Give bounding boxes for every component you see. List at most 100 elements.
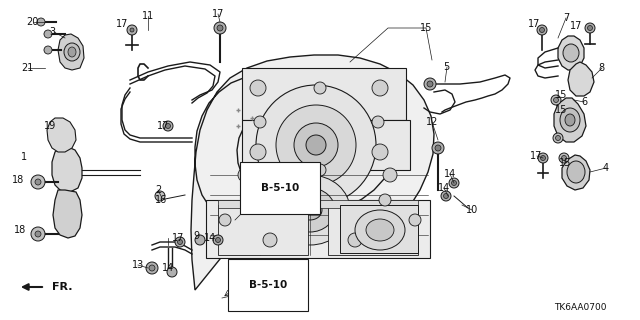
Text: 18: 18 (14, 225, 26, 235)
Polygon shape (562, 155, 590, 190)
Ellipse shape (565, 114, 575, 126)
Text: 8: 8 (598, 63, 604, 73)
Polygon shape (206, 200, 430, 258)
Polygon shape (52, 147, 82, 192)
Bar (328, 205, 418, 255)
Ellipse shape (276, 105, 356, 185)
Text: 17: 17 (172, 233, 184, 243)
Ellipse shape (285, 188, 335, 232)
Ellipse shape (451, 180, 456, 186)
Polygon shape (53, 190, 82, 238)
Text: 10: 10 (466, 205, 478, 215)
Ellipse shape (263, 233, 277, 247)
Ellipse shape (250, 144, 266, 160)
Ellipse shape (556, 135, 561, 140)
Text: 3: 3 (49, 27, 55, 37)
Ellipse shape (175, 237, 185, 247)
Ellipse shape (314, 164, 326, 176)
Ellipse shape (130, 28, 134, 32)
Ellipse shape (432, 142, 444, 154)
Ellipse shape (250, 80, 266, 96)
Text: B-5-10: B-5-10 (261, 183, 299, 193)
Polygon shape (242, 120, 410, 170)
Ellipse shape (31, 175, 45, 189)
Ellipse shape (214, 22, 226, 34)
Ellipse shape (256, 85, 376, 205)
Ellipse shape (563, 44, 579, 62)
Ellipse shape (195, 235, 205, 245)
Ellipse shape (348, 233, 362, 247)
Ellipse shape (561, 156, 566, 161)
Text: TK6AA0700: TK6AA0700 (554, 303, 606, 313)
Text: 21: 21 (21, 63, 33, 73)
Ellipse shape (538, 153, 548, 163)
Ellipse shape (177, 239, 182, 244)
Text: FR.: FR. (52, 282, 72, 292)
Polygon shape (558, 36, 584, 70)
Text: 17: 17 (528, 19, 540, 29)
Ellipse shape (379, 194, 391, 206)
Text: 4: 4 (603, 163, 609, 173)
Ellipse shape (149, 265, 155, 271)
Ellipse shape (409, 214, 421, 226)
Ellipse shape (441, 191, 451, 201)
Ellipse shape (366, 219, 394, 241)
Ellipse shape (444, 194, 449, 198)
Text: 14: 14 (444, 169, 456, 179)
Text: 17: 17 (570, 21, 582, 31)
Ellipse shape (372, 80, 388, 96)
Text: 19: 19 (44, 121, 56, 131)
Ellipse shape (294, 123, 338, 167)
Ellipse shape (64, 43, 80, 61)
Ellipse shape (355, 210, 405, 250)
Ellipse shape (427, 81, 433, 87)
Text: 11: 11 (142, 11, 154, 21)
Ellipse shape (44, 46, 52, 54)
Polygon shape (554, 98, 586, 142)
Ellipse shape (314, 82, 326, 94)
Text: 2: 2 (155, 185, 161, 195)
Text: 17: 17 (530, 151, 542, 161)
Text: 17: 17 (116, 19, 128, 29)
Ellipse shape (155, 191, 165, 201)
Ellipse shape (254, 116, 266, 128)
Ellipse shape (559, 153, 569, 163)
Ellipse shape (35, 179, 41, 185)
Text: 1: 1 (21, 152, 27, 162)
Polygon shape (242, 68, 406, 120)
Text: 20: 20 (26, 17, 38, 27)
Ellipse shape (31, 227, 45, 241)
Text: 17: 17 (157, 121, 169, 131)
Ellipse shape (435, 145, 441, 151)
Ellipse shape (537, 25, 547, 35)
Ellipse shape (541, 156, 545, 161)
Text: 14: 14 (204, 233, 216, 243)
Ellipse shape (270, 175, 350, 245)
Ellipse shape (163, 121, 173, 131)
Ellipse shape (35, 231, 41, 237)
Ellipse shape (588, 26, 593, 30)
Ellipse shape (68, 47, 76, 57)
Text: 17: 17 (212, 9, 224, 19)
Ellipse shape (424, 78, 436, 90)
Ellipse shape (127, 25, 137, 35)
Ellipse shape (551, 95, 561, 105)
Text: 9: 9 (193, 231, 199, 241)
Ellipse shape (372, 116, 384, 128)
Text: B-5-10: B-5-10 (249, 280, 287, 290)
Ellipse shape (216, 237, 221, 243)
Ellipse shape (37, 18, 45, 26)
Ellipse shape (166, 124, 170, 129)
Ellipse shape (540, 28, 545, 33)
Ellipse shape (167, 267, 177, 277)
Text: 7: 7 (563, 13, 569, 23)
Text: 15: 15 (555, 105, 567, 115)
Ellipse shape (244, 194, 256, 206)
Ellipse shape (554, 98, 559, 102)
Text: 16: 16 (155, 195, 167, 205)
Ellipse shape (219, 214, 231, 226)
Text: 15: 15 (559, 158, 571, 168)
Bar (218, 205, 308, 255)
Polygon shape (191, 55, 434, 290)
Ellipse shape (238, 168, 252, 182)
